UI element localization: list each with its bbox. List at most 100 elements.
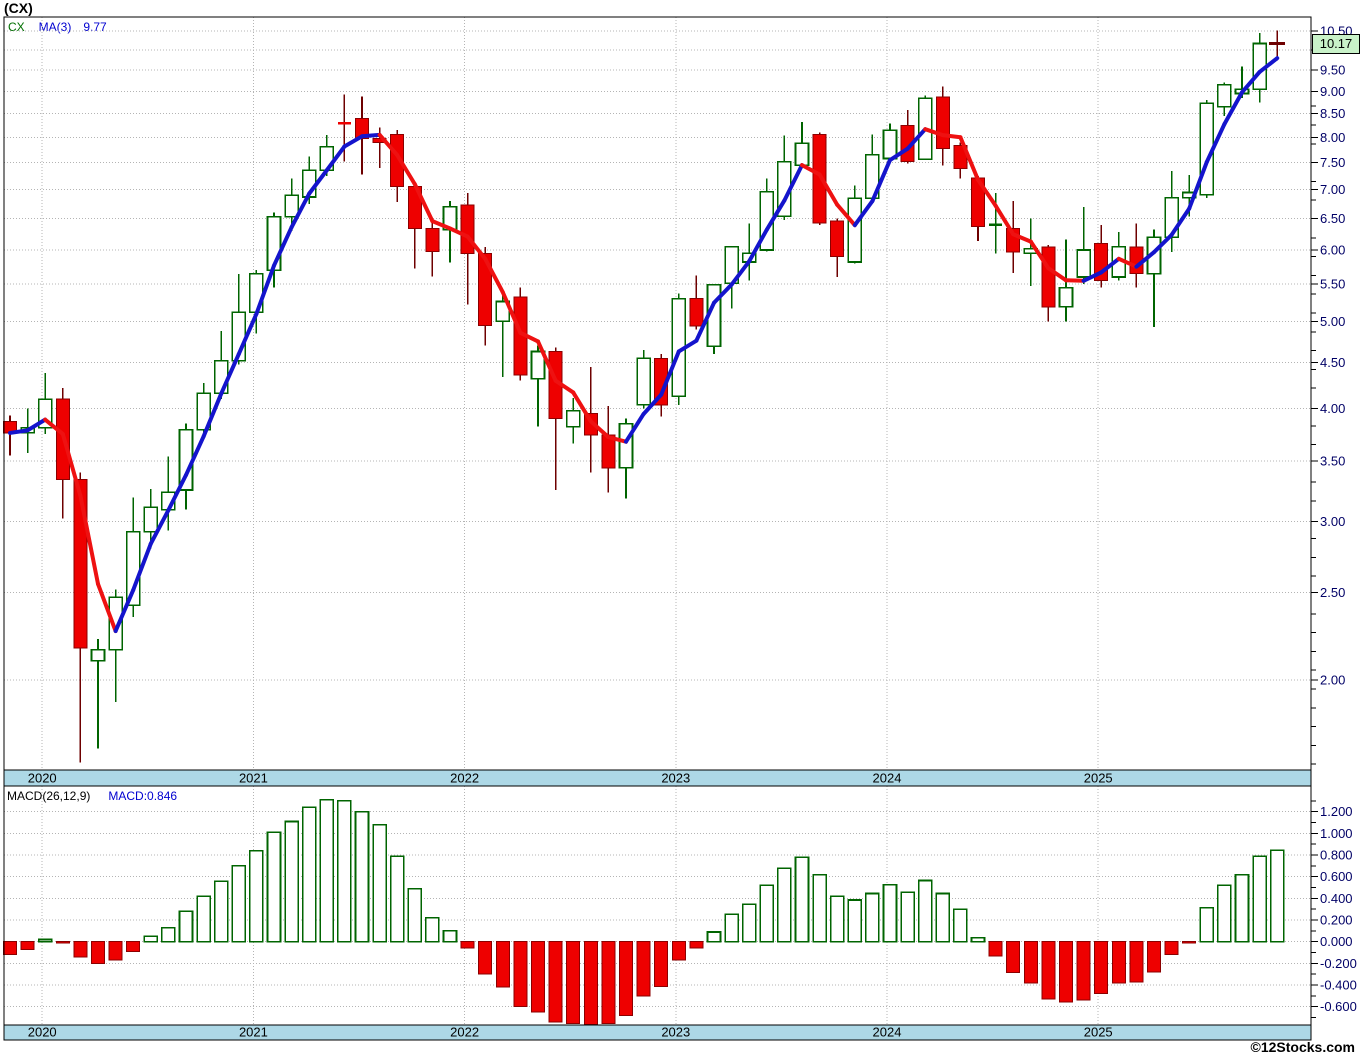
macd-bar [636, 941, 651, 997]
macd-bar [478, 941, 493, 975]
ma-segment [166, 473, 188, 513]
ma-segment [518, 330, 540, 344]
macd-bar-negative [1023, 941, 1038, 984]
macd-bar-negative [3, 941, 17, 956]
ma-segment [905, 127, 928, 151]
ma-segment [78, 493, 100, 586]
ma-segment [412, 182, 435, 224]
ma-segment [536, 339, 558, 383]
price-axis-label: 3.00 [1320, 514, 1345, 529]
price-panel-legend: CX MA(3) 9.77 [8, 20, 107, 34]
year-label: 2023 [661, 1025, 690, 1040]
macd-bar-negative [583, 941, 598, 1026]
price-axis-label: 8.50 [1320, 106, 1345, 121]
ma-segment [1187, 159, 1209, 211]
ma-segment [448, 226, 470, 239]
candle-body-down [460, 204, 475, 254]
candle [337, 94, 351, 162]
ma-segment [1169, 206, 1192, 237]
candle [108, 589, 123, 703]
macd-bar-positive [249, 849, 264, 943]
ma-segment [729, 259, 752, 287]
ma-segment [483, 256, 505, 295]
ma-segment [976, 177, 998, 208]
ma-segment [782, 163, 804, 203]
ma-segment [324, 144, 347, 173]
macd-bar [829, 895, 845, 943]
macd-bar [1041, 941, 1056, 1000]
macd-bar [407, 887, 423, 943]
candle [548, 347, 563, 490]
macd-bar [495, 941, 510, 988]
candle [425, 218, 440, 277]
ma-segment [1152, 232, 1174, 255]
ma-segment [659, 349, 681, 397]
ma-segment [1134, 250, 1156, 269]
candle-body-up [1217, 84, 1232, 108]
candle [865, 134, 880, 202]
macd-bar [91, 941, 105, 964]
macd-bar [20, 941, 35, 950]
candle-body-up [284, 194, 299, 218]
macd-bar [724, 913, 739, 943]
candle [847, 185, 863, 264]
macd-bar [143, 935, 159, 943]
ma-segment [1046, 266, 1068, 283]
candle-body-up [143, 506, 159, 533]
macd-bar [706, 931, 722, 943]
macd-bar [865, 892, 880, 943]
ma-segment [113, 588, 136, 634]
ma-segment [835, 202, 857, 228]
candle-body-up [847, 197, 863, 263]
candle-body-up [618, 422, 634, 469]
macd-bar-negative [460, 941, 475, 949]
candle-body-up [794, 142, 810, 167]
macd-bar [1269, 849, 1285, 943]
candle [1217, 82, 1232, 117]
ma-label: MA(3) [38, 20, 72, 34]
price-axis-label: 8.00 [1320, 130, 1345, 145]
ma-segment [747, 227, 769, 264]
macd-bar-negative [108, 941, 123, 961]
macd-bar [213, 880, 229, 943]
macd-bar [777, 867, 792, 943]
ma-segment [342, 134, 364, 149]
macd-bar-negative [1094, 941, 1109, 995]
candle [971, 175, 985, 242]
macd-axis-label: 0.200 [1320, 913, 1353, 928]
macd-bar [319, 799, 335, 943]
macd-bar-positive [882, 884, 898, 943]
candle [830, 218, 845, 278]
macd-bar [425, 917, 440, 943]
macd-bar [284, 820, 299, 943]
candle [706, 283, 722, 355]
ma-segment [430, 219, 452, 231]
macd-bar [531, 941, 545, 1013]
macd-bar-positive [196, 895, 211, 943]
macd-bar [231, 865, 247, 943]
macd-bar [1076, 941, 1091, 1001]
candle-body-up [530, 350, 546, 380]
macd-bar-positive [1269, 849, 1285, 943]
macd-bar [108, 941, 123, 961]
macd-bar-negative [126, 941, 141, 952]
macd-bar-positive [777, 867, 792, 943]
last-price-badge: 10.17 [1312, 34, 1360, 54]
macd-bar [196, 895, 211, 943]
ma-segment [25, 417, 48, 433]
macd-bar-positive [724, 913, 739, 943]
ma-segment [553, 378, 576, 395]
candle-body-down [689, 298, 704, 327]
macd-bar-positive [213, 880, 229, 943]
candle [601, 405, 616, 493]
ma-segment [888, 146, 910, 163]
candle [460, 193, 475, 305]
ma-segment [1257, 56, 1280, 74]
candle [90, 639, 106, 749]
ma-value: 9.77 [83, 20, 107, 34]
ma-segment [8, 428, 30, 435]
candle [1094, 224, 1109, 288]
ma-segment [800, 163, 822, 177]
year-label: 2021 [239, 771, 268, 786]
